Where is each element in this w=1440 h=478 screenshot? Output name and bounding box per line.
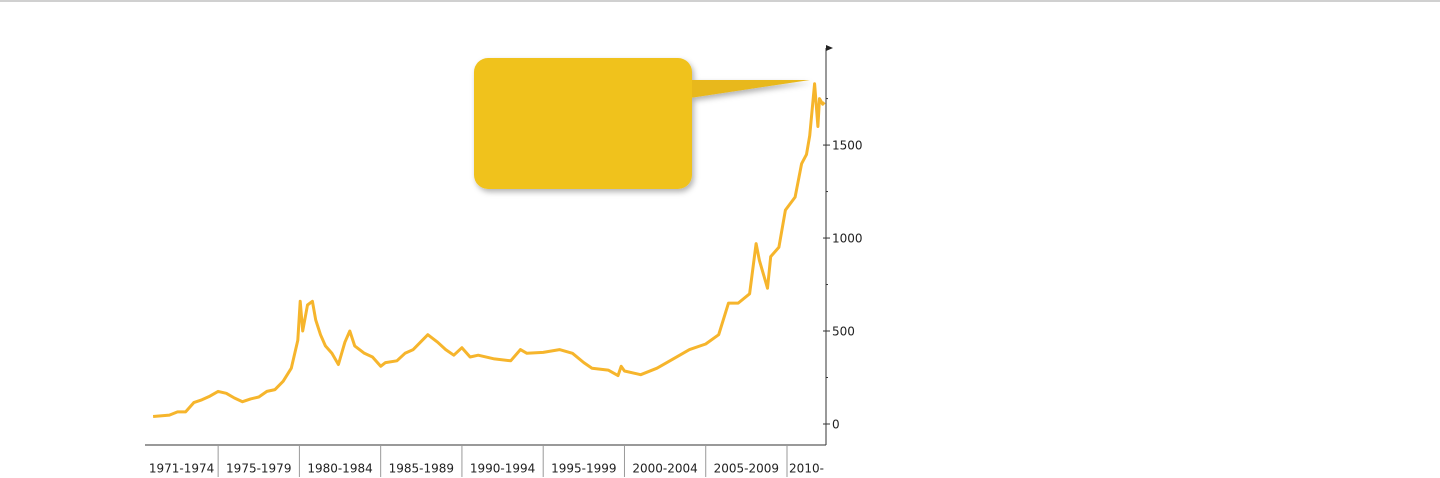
y-tick-label: 1500 xyxy=(832,139,863,153)
x-period-label: 2010- xyxy=(789,462,824,476)
x-period-label: 1995-1999 xyxy=(551,462,616,476)
x-period-label: 1980-1984 xyxy=(307,462,372,476)
x-period-label: 1985-1989 xyxy=(389,462,454,476)
y-tick-label: 1000 xyxy=(832,232,863,246)
price-line xyxy=(152,82,826,418)
x-period-label: 2000-2004 xyxy=(632,462,697,476)
x-period-label: 1971-1974 xyxy=(149,462,214,476)
plot: 0 500 1000 1500 1971-1974 1975-1979 1980-1984 1… xyxy=(145,45,863,477)
y-axis-arrow xyxy=(826,45,833,51)
x-period-label: 1975-1979 xyxy=(226,462,291,476)
y-tick-label: 500 xyxy=(832,325,855,339)
x-period-label: 1990-1994 xyxy=(470,462,535,476)
y-tick-label: 0 xyxy=(832,417,840,431)
callout xyxy=(474,58,810,189)
x-period-label: 2005-2009 xyxy=(714,462,779,476)
callout-tail xyxy=(690,80,810,98)
callout-box xyxy=(474,58,692,189)
